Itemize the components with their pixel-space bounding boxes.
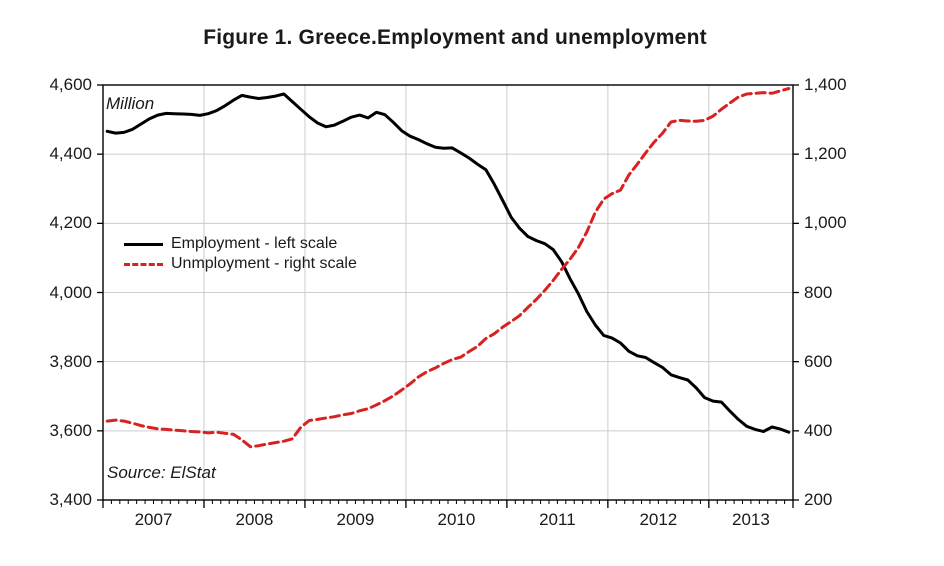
legend-label-unemployment: Unmployment - right scale	[171, 255, 357, 272]
employment-line-sample	[124, 242, 163, 246]
y-axis-label-right: 400	[804, 420, 833, 440]
legend-item-unemployment: Unmployment - right scale	[124, 254, 357, 274]
y-axis-label-right: 200	[804, 490, 833, 509]
x-axis-label: 2008	[235, 510, 274, 529]
x-axis-label: 2010	[437, 510, 476, 529]
unemployment-line	[105, 87, 791, 449]
left-axis-unit-label: Million	[106, 94, 155, 113]
x-axis-label: 2012	[639, 510, 678, 529]
legend-label-employment: Employment - left scale	[171, 235, 338, 252]
y-axis-label-left: 4,400	[49, 144, 92, 164]
legend: Employment - left scale Unmployment - ri…	[124, 234, 357, 274]
y-axis-label-right: 1,000	[804, 213, 847, 233]
x-axis-label: 2009	[336, 510, 375, 529]
employment-line	[105, 92, 791, 434]
legend-item-employment: Employment - left scale	[124, 234, 357, 254]
y-axis-label-left: 4,000	[49, 282, 92, 302]
x-axis-label: 2011	[539, 510, 576, 529]
x-axis-label: 2013	[732, 510, 770, 529]
source-note: Source: ElStat	[107, 463, 216, 482]
y-axis-label-right: 600	[804, 351, 833, 371]
y-axis-label-left: 3,800	[49, 351, 92, 371]
chart-title: Figure 1. Greece.Employment and unemploy…	[203, 26, 707, 49]
unemployment-line-sample	[124, 262, 163, 266]
y-axis-label-right: 1,200	[804, 144, 847, 164]
y-axis-label-right: 800	[804, 282, 833, 302]
y-axis-label-right: 1,400	[804, 75, 847, 94]
y-axis-label-left: 4,200	[49, 213, 92, 233]
y-axis-label-left: 3,600	[49, 420, 92, 440]
y-axis-label-left: 3,400	[49, 490, 92, 509]
x-axis-label: 2007	[134, 510, 173, 529]
y-axis-label-left: 4,600	[49, 75, 92, 94]
